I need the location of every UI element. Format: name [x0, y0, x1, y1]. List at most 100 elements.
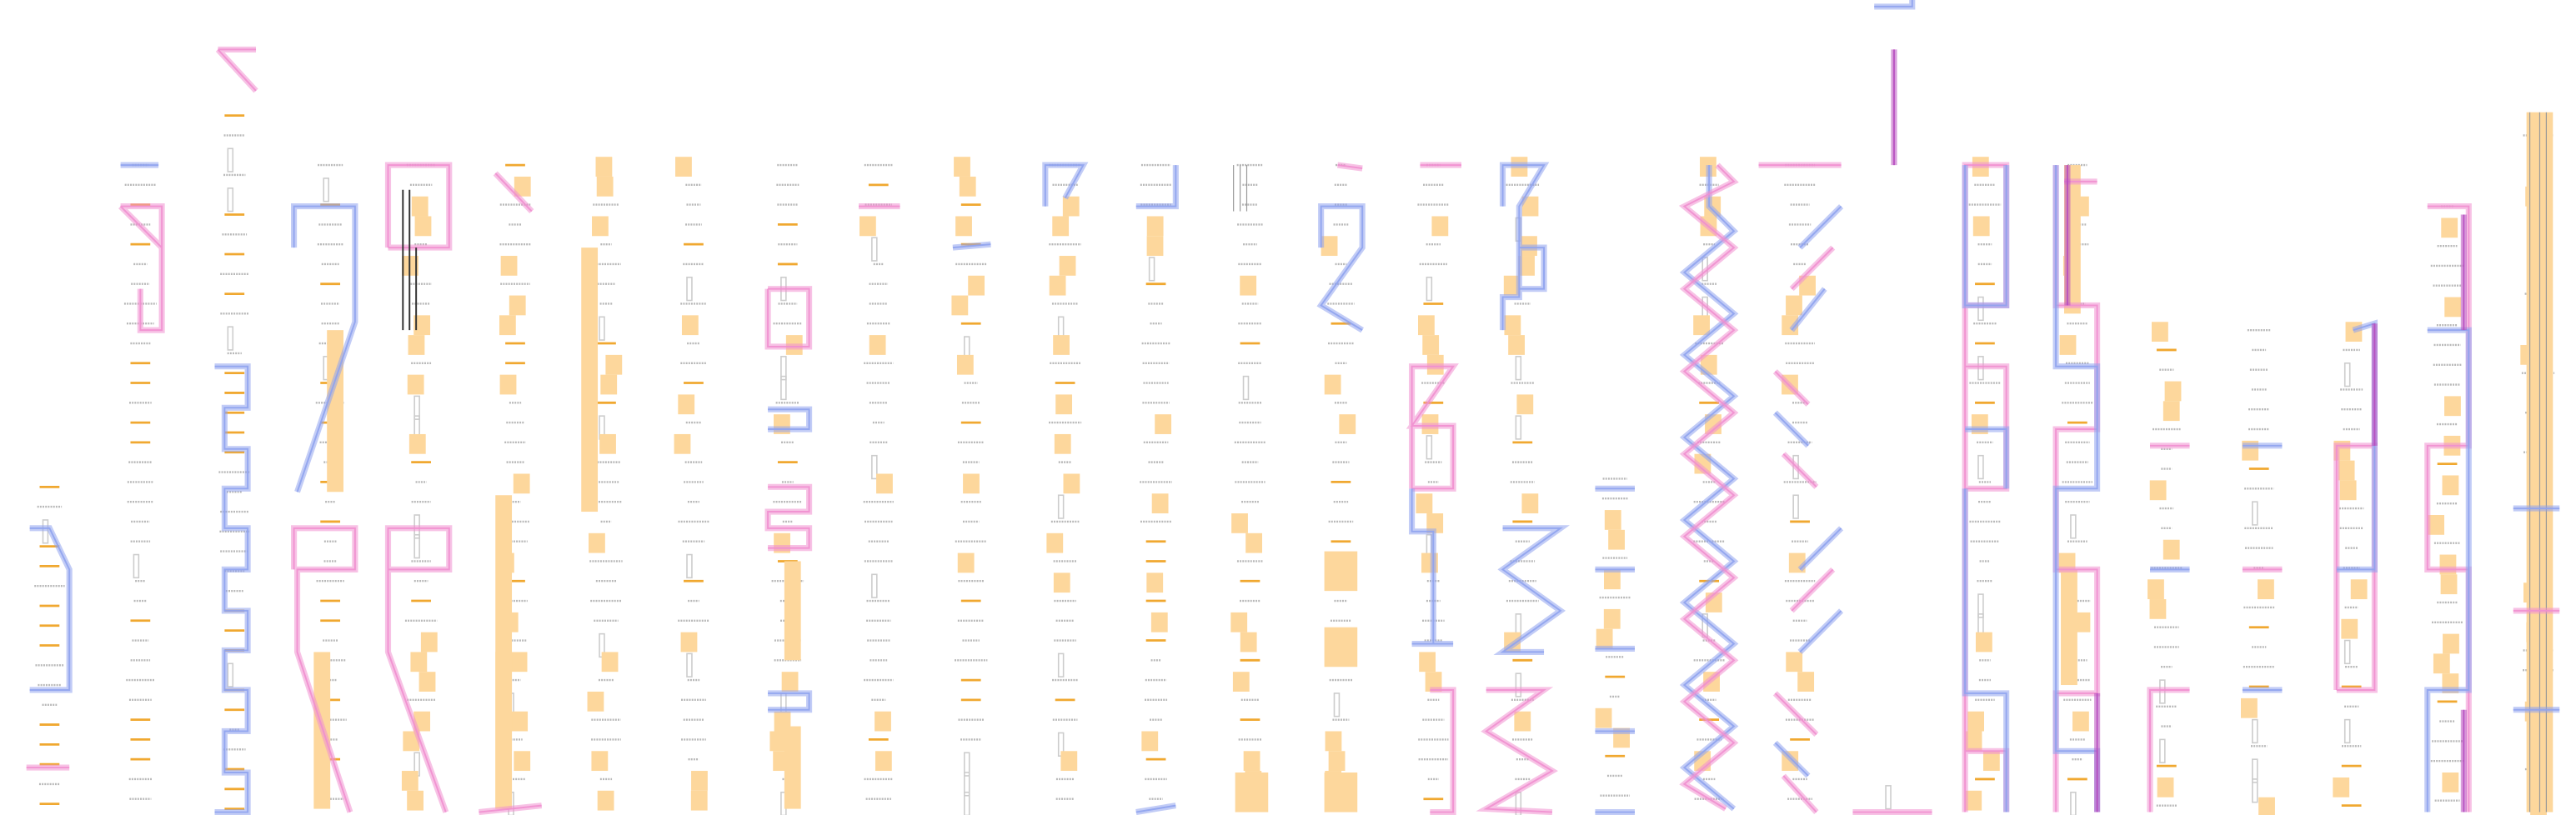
block	[1604, 510, 1621, 530]
block	[2073, 612, 2091, 632]
link	[1337, 164, 1363, 170]
link	[952, 243, 991, 249]
link	[494, 172, 533, 212]
block	[1504, 315, 1521, 336]
link	[768, 408, 810, 430]
block	[1325, 731, 1342, 752]
block	[690, 790, 708, 811]
block	[1521, 196, 1539, 217]
block	[955, 216, 972, 237]
block	[968, 275, 985, 296]
block	[691, 771, 708, 791]
block	[2350, 579, 2368, 600]
bracket	[227, 662, 234, 688]
block	[1146, 572, 1164, 593]
link-outline	[1430, 687, 1456, 815]
block	[500, 256, 518, 276]
link	[214, 365, 249, 813]
bracket	[780, 375, 787, 401]
link	[1682, 165, 1736, 810]
block	[591, 751, 609, 772]
block	[1431, 216, 1449, 237]
bracket	[2252, 758, 2258, 783]
bracket	[1057, 652, 1065, 678]
block	[2149, 480, 2167, 501]
block	[1419, 652, 1436, 672]
block	[1151, 493, 1169, 514]
block	[2444, 396, 2461, 417]
block	[2443, 633, 2459, 654]
bracket	[413, 395, 420, 420]
block	[875, 751, 892, 772]
block	[1982, 751, 2000, 772]
block	[2440, 574, 2458, 595]
bracket	[323, 178, 329, 202]
block	[2240, 698, 2258, 718]
block	[2072, 711, 2089, 732]
link-outline	[2147, 442, 2283, 812]
link	[2426, 329, 2470, 812]
bracket	[1792, 494, 1799, 519]
block	[581, 248, 599, 512]
block	[1324, 772, 1358, 812]
block	[1046, 532, 1064, 553]
block	[1324, 627, 1358, 668]
block	[401, 771, 418, 791]
block	[1240, 632, 1257, 652]
block	[959, 176, 976, 197]
link	[387, 164, 450, 249]
bracket	[1515, 672, 1522, 698]
bracket	[871, 454, 878, 480]
block	[1060, 751, 1078, 772]
block	[510, 652, 528, 672]
block	[410, 652, 428, 672]
block	[1521, 493, 1539, 514]
bracket	[42, 519, 49, 544]
block	[954, 157, 970, 177]
bracket	[1057, 494, 1065, 519]
link-outline	[1874, 0, 1916, 10]
block	[1426, 513, 1444, 533]
bracket	[686, 652, 693, 678]
block	[413, 315, 431, 336]
bracket	[686, 276, 693, 302]
block	[2258, 797, 2275, 815]
block	[1240, 275, 1257, 296]
block	[1972, 216, 1990, 237]
link	[2149, 444, 2283, 812]
block	[2258, 579, 2274, 600]
block	[2341, 618, 2358, 639]
bracket	[1426, 435, 1433, 460]
block	[1514, 711, 1531, 732]
block	[605, 354, 623, 375]
block	[2444, 297, 2462, 318]
block	[513, 473, 530, 494]
block	[1416, 493, 1433, 514]
bracket	[1515, 415, 1522, 440]
block	[1418, 315, 1435, 336]
block	[1232, 672, 1250, 692]
block	[675, 157, 692, 177]
block	[414, 216, 432, 237]
block	[1503, 275, 1521, 296]
block	[1516, 394, 1534, 415]
link	[1320, 205, 1364, 332]
block	[1054, 433, 1071, 454]
block	[2442, 475, 2459, 496]
link	[767, 486, 810, 549]
block	[499, 315, 516, 336]
block	[2433, 653, 2450, 674]
link	[1682, 164, 1736, 810]
link	[1595, 488, 1635, 813]
block	[1975, 632, 1992, 652]
block	[963, 473, 980, 494]
link	[29, 527, 71, 691]
link	[479, 804, 542, 813]
block	[407, 374, 424, 395]
link	[1430, 688, 1455, 813]
block	[1965, 731, 1982, 752]
block	[600, 374, 618, 395]
bracket	[963, 752, 970, 777]
block	[1786, 652, 1803, 672]
